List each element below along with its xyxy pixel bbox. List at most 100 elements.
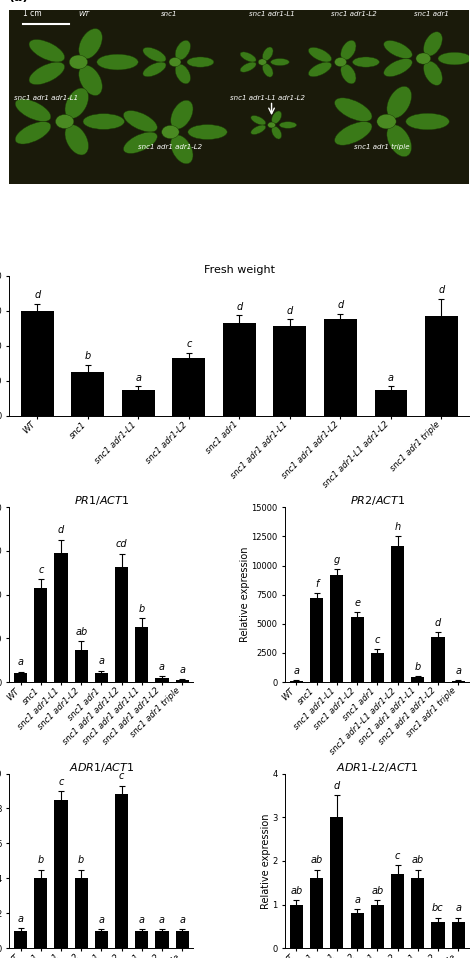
Y-axis label: Relative expression: Relative expression: [240, 547, 250, 643]
Bar: [411, 878, 424, 948]
Title: $\mathit{PR2/ACT1}$: $\mathit{PR2/ACT1}$: [350, 494, 405, 507]
Bar: [330, 817, 344, 948]
Ellipse shape: [387, 125, 411, 157]
Text: d: d: [236, 302, 243, 311]
Bar: [391, 874, 404, 948]
Bar: [425, 316, 458, 416]
Ellipse shape: [271, 58, 289, 65]
Ellipse shape: [143, 62, 166, 77]
Ellipse shape: [175, 40, 191, 60]
Ellipse shape: [424, 61, 442, 85]
Bar: [135, 627, 148, 682]
Bar: [34, 587, 47, 682]
Ellipse shape: [263, 63, 273, 77]
Circle shape: [268, 122, 275, 128]
Ellipse shape: [143, 47, 166, 62]
Bar: [351, 617, 364, 682]
Ellipse shape: [240, 52, 256, 62]
Text: c: c: [395, 851, 400, 861]
Text: a: a: [455, 666, 461, 676]
Bar: [115, 794, 128, 948]
Text: snc1 adr1-L1 adr1-L2: snc1 adr1-L1 adr1-L2: [230, 95, 305, 102]
Text: a: a: [179, 665, 185, 675]
Ellipse shape: [187, 57, 214, 67]
Text: a: a: [99, 915, 104, 924]
Text: snc1: snc1: [161, 11, 178, 17]
Bar: [223, 324, 256, 416]
Circle shape: [258, 58, 266, 65]
Text: c: c: [38, 564, 44, 575]
Text: (a): (a): [9, 0, 29, 5]
Ellipse shape: [188, 125, 227, 140]
Text: d: d: [334, 781, 340, 791]
Bar: [173, 358, 205, 416]
Bar: [351, 913, 364, 948]
Text: a: a: [139, 915, 145, 924]
Text: g: g: [334, 555, 340, 564]
Text: b: b: [139, 604, 145, 614]
Text: cd: cd: [116, 539, 128, 549]
Ellipse shape: [279, 122, 297, 128]
Bar: [95, 931, 108, 948]
Text: d: d: [337, 300, 344, 310]
Text: d: d: [287, 306, 293, 316]
Text: WT: WT: [78, 11, 90, 17]
Text: a: a: [354, 895, 360, 904]
Text: ab: ab: [291, 886, 302, 896]
Bar: [374, 390, 407, 416]
Text: a: a: [99, 656, 104, 667]
Ellipse shape: [353, 57, 379, 67]
Bar: [324, 319, 357, 416]
Text: ab: ab: [310, 855, 323, 865]
Ellipse shape: [251, 125, 266, 134]
Text: d: d: [58, 525, 64, 536]
Text: a: a: [159, 662, 165, 672]
Bar: [72, 372, 104, 416]
Ellipse shape: [335, 122, 372, 146]
Circle shape: [416, 53, 431, 64]
Bar: [330, 575, 344, 682]
Bar: [55, 553, 68, 682]
Title: $\mathit{ADR1\text{-}L2/ACT1}$: $\mathit{ADR1\text{-}L2/ACT1}$: [336, 761, 419, 773]
Text: a: a: [135, 373, 141, 383]
Ellipse shape: [65, 125, 89, 155]
Ellipse shape: [272, 111, 282, 124]
Ellipse shape: [341, 40, 356, 60]
Text: bc: bc: [432, 903, 444, 913]
Text: d: d: [34, 290, 40, 301]
Ellipse shape: [384, 40, 412, 58]
Text: ab: ab: [411, 855, 424, 865]
Bar: [155, 931, 169, 948]
Title: $\mathit{PR1/ACT1}$: $\mathit{PR1/ACT1}$: [74, 494, 129, 507]
Y-axis label: Relative expression: Relative expression: [261, 813, 271, 909]
Bar: [176, 680, 189, 682]
Text: a: a: [159, 915, 165, 924]
Bar: [290, 681, 303, 682]
Ellipse shape: [175, 64, 191, 83]
Text: snc1 adr1 triple: snc1 adr1 triple: [355, 145, 410, 150]
Bar: [14, 931, 27, 948]
Title: $\mathit{ADR1/ACT1}$: $\mathit{ADR1/ACT1}$: [69, 761, 134, 773]
Text: c: c: [186, 339, 191, 350]
Ellipse shape: [263, 47, 273, 60]
Text: c: c: [119, 771, 124, 782]
Bar: [75, 878, 88, 948]
FancyBboxPatch shape: [9, 10, 469, 185]
Bar: [431, 637, 445, 682]
Text: ab: ab: [75, 627, 87, 637]
Ellipse shape: [29, 62, 64, 84]
Bar: [290, 904, 303, 948]
Ellipse shape: [240, 62, 256, 72]
Text: c: c: [58, 777, 64, 787]
Ellipse shape: [341, 64, 356, 83]
Ellipse shape: [387, 86, 411, 118]
Ellipse shape: [83, 114, 124, 129]
Text: a: a: [388, 373, 394, 383]
Ellipse shape: [15, 122, 51, 144]
Bar: [371, 904, 384, 948]
Text: e: e: [354, 598, 360, 607]
Text: a: a: [293, 666, 300, 676]
Bar: [135, 931, 148, 948]
Ellipse shape: [79, 29, 102, 59]
Bar: [34, 878, 47, 948]
